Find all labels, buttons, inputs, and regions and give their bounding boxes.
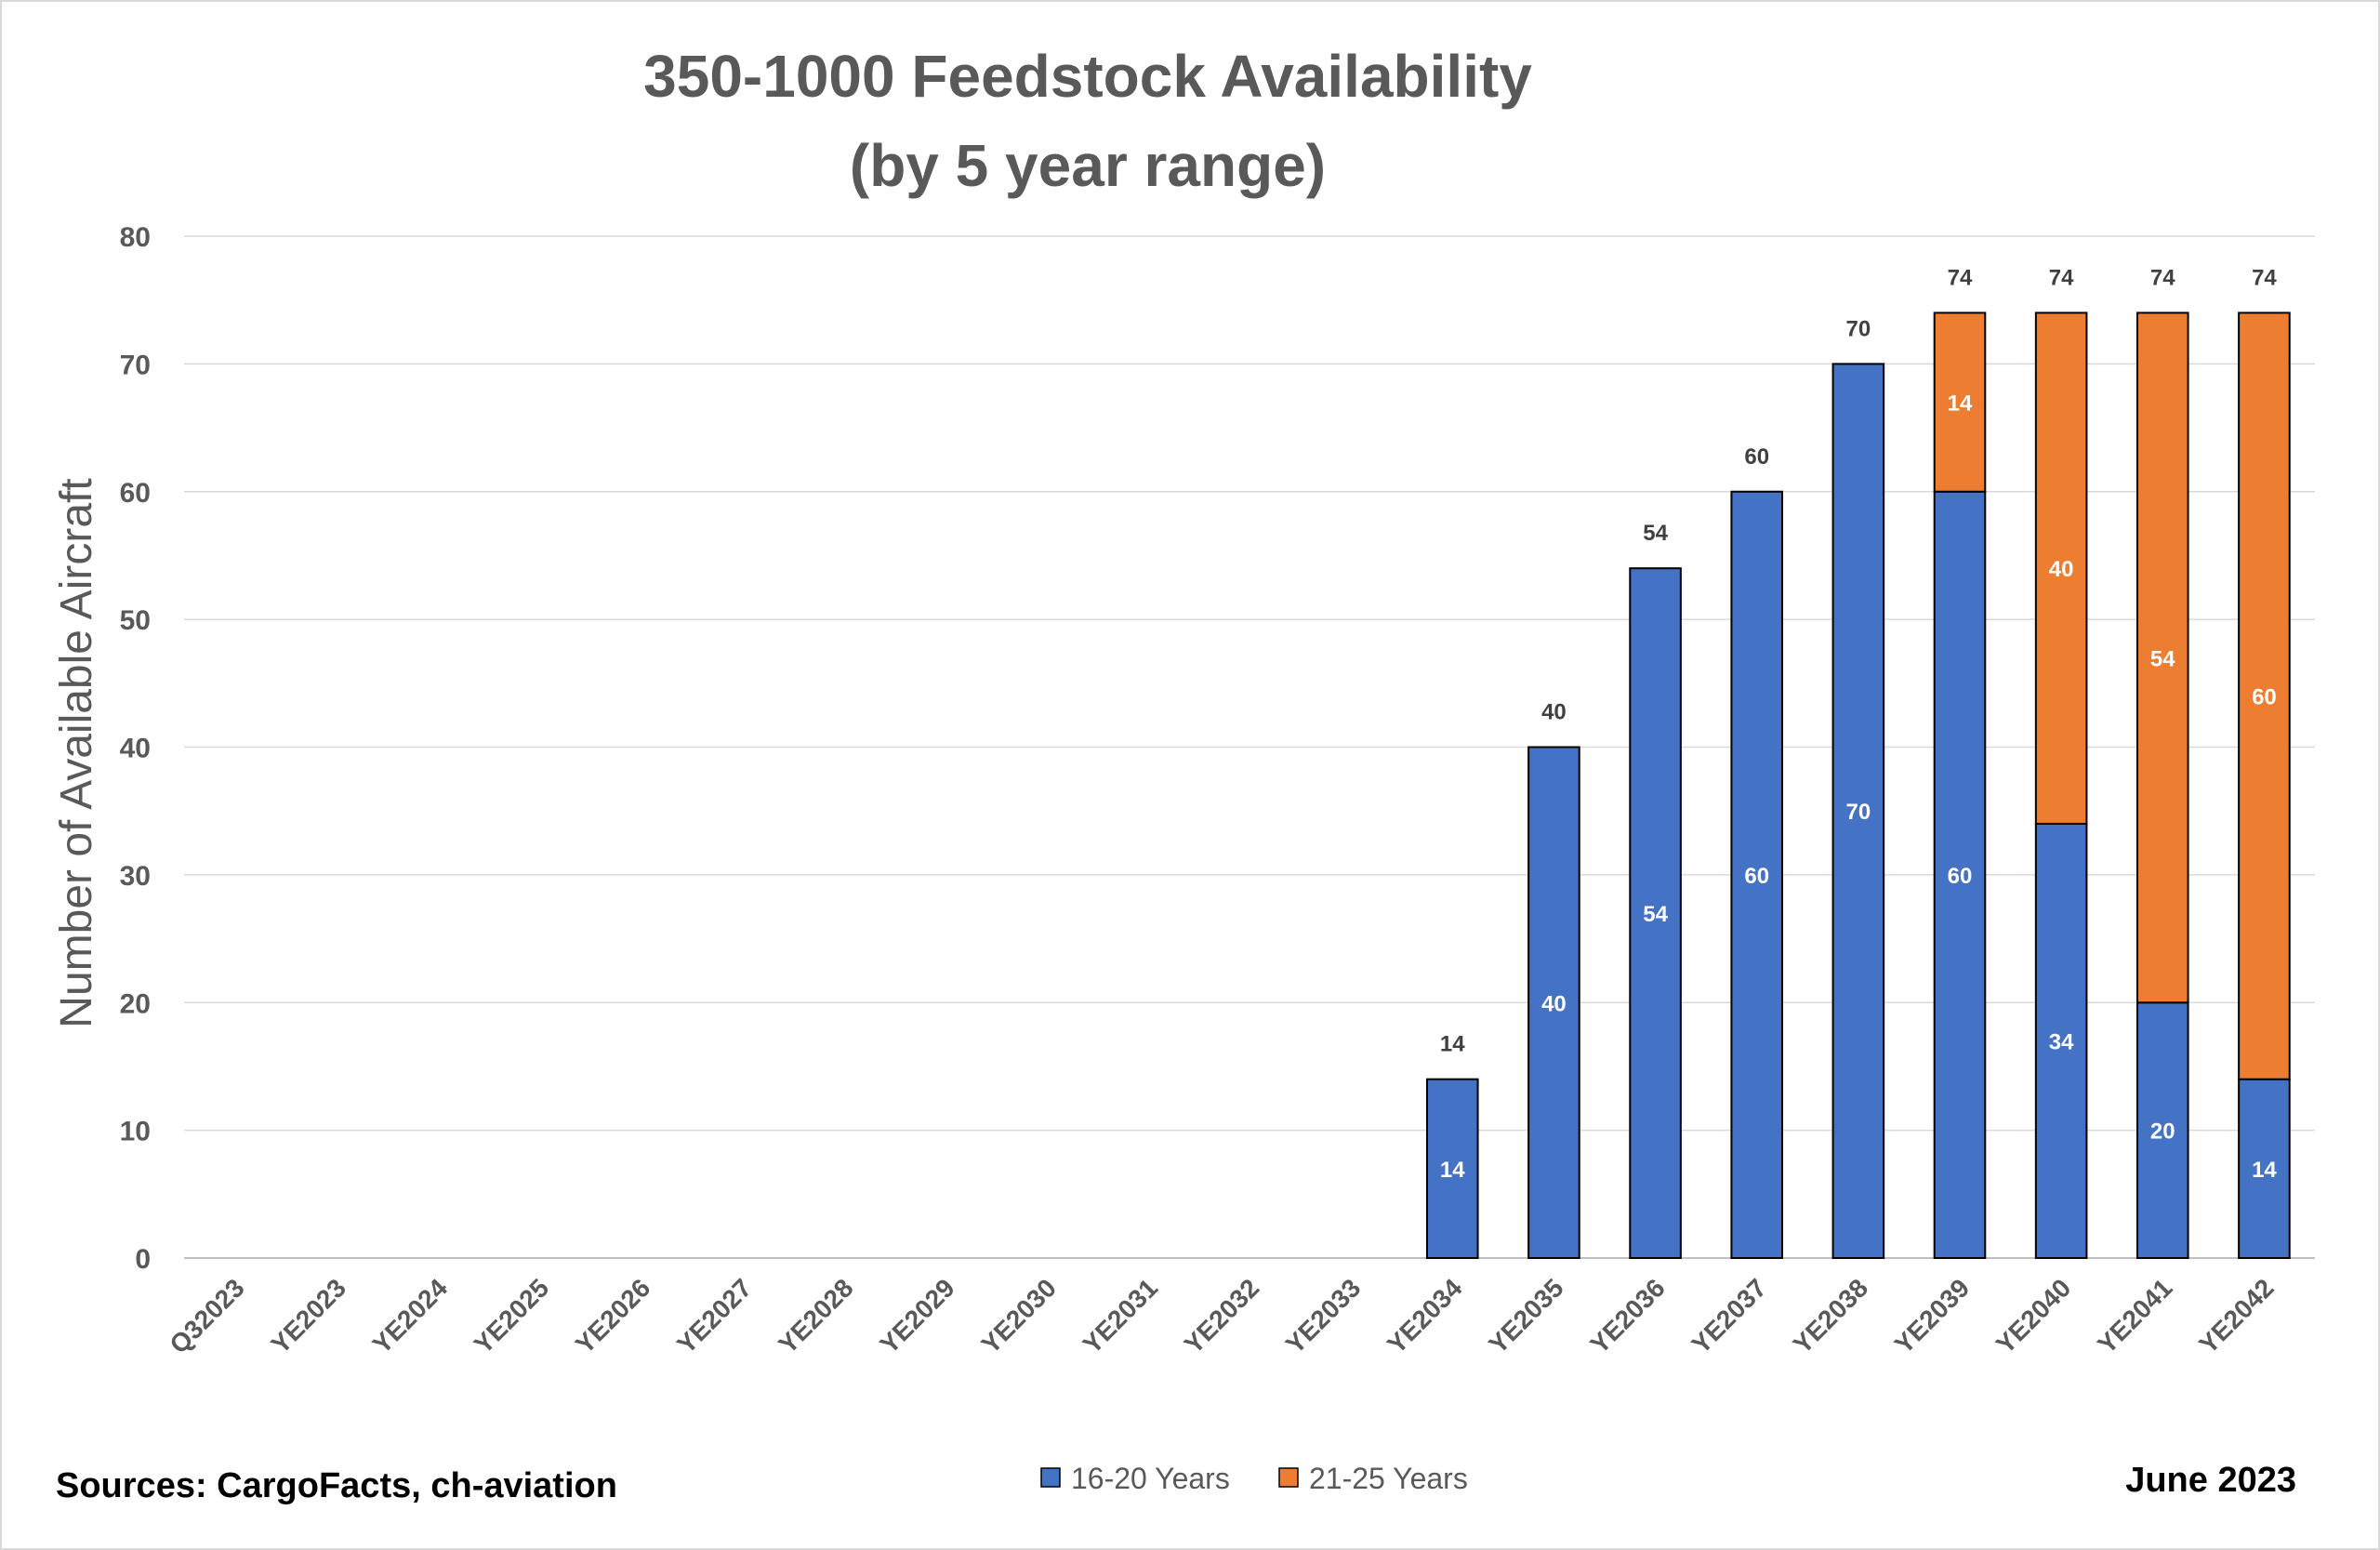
bar-segment-label: 14 (2252, 1158, 2277, 1183)
x-tick-label: YE2027 (671, 1273, 757, 1358)
bar-series1-YE2037 (1730, 490, 1784, 1259)
x-tick-label: YE2033 (1280, 1273, 1366, 1358)
bar-total-label: 74 (2150, 265, 2175, 290)
legend-label: 21-25 Years (1309, 1462, 1468, 1495)
x-tick-label: YE2024 (367, 1273, 454, 1359)
x-tick-label: YE2042 (2193, 1273, 2279, 1358)
x-tick-label: YE2030 (976, 1273, 1062, 1358)
x-tick-label: YE2037 (1686, 1273, 1772, 1358)
bar-labels: 14 14 40 40 54 54 60 60 70 70 60 14 74 34 40 74 20 54 74 14… (1440, 265, 2277, 1182)
sources-note: Sources: CargoFacts, ch-aviation (56, 1466, 617, 1505)
y-axis-ticks: 0 10 20 30 40 50 60 70 80 (120, 222, 151, 1275)
x-tick-label: YE2034 (1382, 1273, 1468, 1359)
bar-total-label: 74 (1948, 265, 1973, 290)
y-tick-label: 0 (135, 1244, 151, 1275)
bar-segment-label: 70 (1846, 800, 1871, 825)
x-tick-label: YE2039 (1889, 1273, 1975, 1358)
chart-title-line-2: (by 5 year range) (850, 132, 1326, 199)
bar-segment-label: 60 (1744, 864, 1769, 889)
y-tick-label: 50 (120, 605, 151, 636)
bar-segment-label: 60 (2252, 685, 2277, 710)
x-tick-label: YE2029 (874, 1273, 959, 1358)
bar-segment-label: 54 (2150, 646, 2175, 671)
bar-series2-YE2040 (2034, 311, 2088, 825)
y-tick-label: 30 (120, 861, 151, 892)
y-axis-label: Number of Available Aircraft (52, 478, 101, 1027)
bar-segment-label: 34 (2049, 1029, 2074, 1054)
y-tick-label: 60 (120, 478, 151, 509)
y-tick-label: 70 (120, 350, 151, 380)
x-tick-label: YE2041 (2092, 1273, 2177, 1358)
x-tick-label: YE2040 (1990, 1273, 2076, 1358)
bar-total-label: 14 (1440, 1032, 1465, 1057)
x-tick-label: YE2028 (773, 1273, 858, 1358)
legend-swatch-21-25 (1278, 1467, 1299, 1488)
y-tick-label: 20 (120, 988, 151, 1019)
bars (1426, 311, 2291, 1260)
bar-series1-YE2035 (1527, 746, 1580, 1259)
bar-total-label: 40 (1541, 700, 1567, 725)
x-axis-ticks: Q32023 YE2023 YE2024 YE2025 YE2026 YE2027 YE20… (164, 1273, 2279, 1359)
bar-segment-label: 40 (2049, 557, 2074, 582)
date-note: June 2023 (2125, 1461, 2296, 1500)
x-tick-label: YE2038 (1788, 1273, 1873, 1358)
y-tick-label: 10 (120, 1117, 151, 1147)
x-tick-label: YE2026 (570, 1273, 655, 1358)
legend: 16-20 Years 21-25 Years (1040, 1462, 1468, 1495)
bar-series1-YE2038 (1831, 363, 1885, 1259)
bar-total-label: 54 (1643, 521, 1668, 546)
x-tick-label: YE2035 (1483, 1273, 1568, 1358)
x-tick-label: YE2025 (469, 1273, 554, 1358)
bar-series2-YE2042 (2238, 311, 2291, 1080)
bar-series2-YE2039 (1933, 311, 1987, 493)
bar-series1-YE2040 (2034, 822, 2088, 1259)
bar-segment-label: 20 (2150, 1119, 2175, 1145)
legend-swatch-16-20 (1040, 1467, 1061, 1488)
chart-title-line-1: 350-1000 Feedstock Availability (643, 43, 1532, 110)
bar-total-label: 74 (2252, 265, 2277, 290)
y-tick-label: 40 (120, 734, 151, 764)
x-tick-label: YE2032 (1179, 1273, 1264, 1358)
bar-series1-YE2034 (1426, 1078, 1479, 1260)
x-tick-label: YE2031 (1078, 1273, 1163, 1358)
legend-label: 16-20 Years (1071, 1462, 1230, 1495)
x-tick-label: YE2036 (1584, 1273, 1670, 1358)
bar-segment-label: 60 (1948, 864, 1973, 889)
bar-segment-label: 40 (1541, 991, 1567, 1016)
gridlines (184, 235, 2315, 1259)
x-tick-label: Q32023 (164, 1273, 249, 1358)
chart-title: 350-1000 Feedstock Availability (by 5 ye… (643, 43, 1532, 199)
y-tick-label: 80 (120, 222, 151, 253)
bar-total-label: 60 (1744, 444, 1769, 470)
bar-total-label: 74 (2049, 265, 2074, 290)
bar-total-label: 70 (1846, 316, 1871, 341)
bar-segment-label: 54 (1643, 902, 1668, 927)
bar-series2-YE2041 (2136, 311, 2189, 1004)
bar-series1-YE2036 (1629, 567, 1682, 1259)
bar-segment-label: 14 (1948, 391, 1973, 417)
bar-segment-label: 14 (1440, 1158, 1465, 1183)
x-tick-label: YE2023 (266, 1273, 351, 1358)
